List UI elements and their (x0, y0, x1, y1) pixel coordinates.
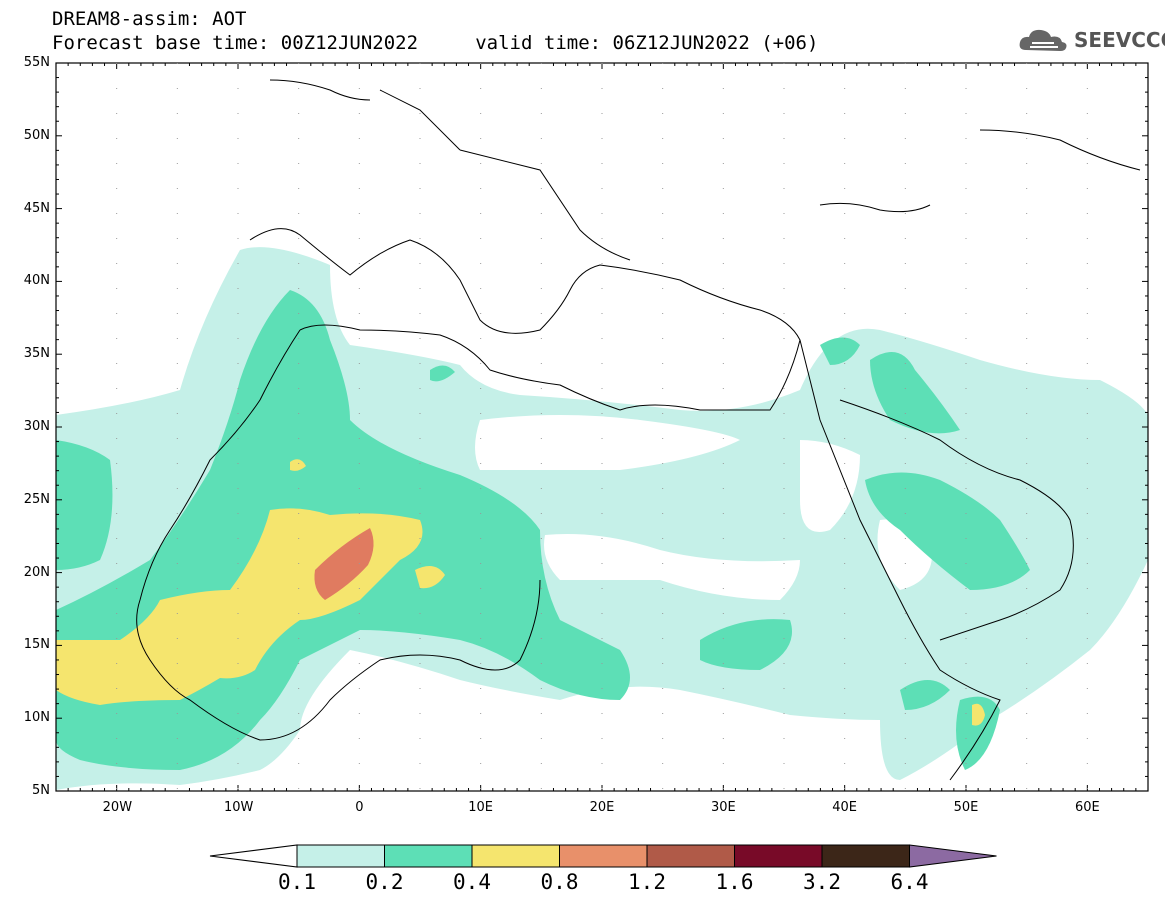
aot-field (56, 247, 1148, 791)
colorbar (209, 844, 997, 868)
lat-label: 45N (23, 200, 50, 216)
axis-ticks (56, 62, 1148, 792)
chart-title: DREAM8-assim: AOT (52, 8, 247, 30)
colorbar-over-triangle (909, 844, 997, 868)
lat-label: 15N (23, 637, 50, 653)
colorbar-segment (296, 844, 385, 868)
lat-label: 30N (23, 419, 50, 434)
lat-label: 40N (23, 273, 50, 289)
colorbar-label: 6.4 (890, 870, 929, 894)
lat-label: 5N (32, 783, 50, 798)
lon-label: 60E (1074, 800, 1100, 815)
lon-label: 40E (832, 800, 858, 815)
colorbar-label: 3.2 (803, 870, 841, 894)
colorbar-label: 0.2 (365, 870, 404, 894)
chart-subtitle: Forecast base time: 00Z12JUN2022 valid t… (52, 32, 819, 54)
colorbar-segment (559, 844, 648, 868)
lat-label: 50N (23, 127, 50, 143)
lon-label: 20W (102, 800, 133, 815)
cloud-icon (1019, 29, 1067, 51)
lat-label: 10N (23, 710, 50, 726)
lon-label: 20E (589, 800, 615, 815)
lat-label: 35N (23, 346, 50, 362)
colorbar-segment (471, 844, 560, 868)
lat-label: 25N (23, 491, 50, 507)
lat-label: 55N (23, 55, 50, 70)
lon-label: 10W (224, 800, 254, 815)
colorbar-label: 0.4 (453, 870, 491, 894)
colorbar-label: 1.2 (628, 870, 666, 894)
colorbar-segment (384, 844, 473, 868)
colorbar-under-triangle (209, 844, 298, 868)
colorbar-segment (821, 844, 910, 868)
colorbar-label: 0.8 (540, 870, 579, 894)
lat-label: 20N (23, 564, 50, 580)
colorbar-label: 1.6 (715, 870, 754, 894)
aot-contour-0.8 (314, 528, 374, 600)
colorbar-label: 0.1 (278, 870, 316, 894)
colorbar-segment (646, 844, 735, 868)
lon-label: 30E (710, 800, 736, 815)
coastlines (136, 79, 1141, 781)
lon-label: 10E (468, 800, 494, 815)
lon-label: 0 (355, 800, 364, 815)
lon-label: 50E (953, 800, 979, 815)
logo-text: SEEVCCC (1074, 28, 1165, 52)
seevccc-logo: SEEVCCC (1018, 26, 1165, 54)
colorbar-segment (734, 844, 823, 868)
